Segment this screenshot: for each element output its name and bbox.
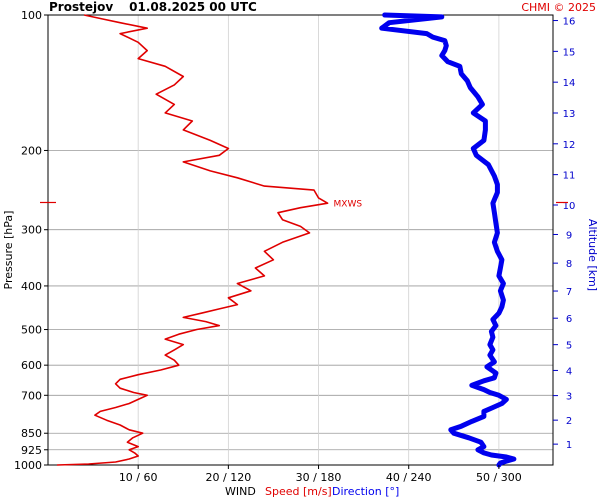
pressure-tick-label: 850 [21, 427, 42, 440]
pressure-tick-label: 700 [21, 389, 42, 402]
altitude-tick-label: 7 [566, 287, 572, 298]
x-tick-label: 50 / 300 [476, 471, 522, 484]
altitude-tick-label: 3 [566, 392, 572, 403]
pressure-tick-label: 600 [21, 359, 42, 372]
altitude-tick-label: 10 [563, 201, 576, 212]
altitude-tick-label: 5 [566, 341, 572, 352]
credit-text: CHMI © 2025 [521, 1, 596, 14]
altitude-tick-label: 13 [563, 109, 576, 120]
chart-title: Prostejov 01.08.2025 00 UTC [49, 0, 257, 14]
altitude-tick-label: 16 [563, 17, 576, 28]
speed-line [56, 14, 329, 466]
altitude-tick-label: 11 [563, 171, 576, 182]
title-station: Prostejov [49, 0, 113, 14]
pressure-tick-label: 300 [21, 224, 42, 237]
direction-line [379, 12, 517, 468]
x-tick-label: 20 / 120 [206, 471, 252, 484]
plot-border [47, 14, 554, 466]
altitude-tick-label: 9 [566, 230, 572, 241]
altitude-tick-label: 15 [563, 47, 576, 58]
altitude-tick-label: 2 [566, 416, 572, 427]
x-tick-label: 10 / 60 [119, 471, 158, 484]
x-label-wind: WIND [225, 485, 256, 498]
y2-axis-label: Altitude [km] [586, 219, 599, 291]
grid-lines [48, 15, 553, 465]
altitude-tick-label: 8 [566, 259, 572, 270]
mxws-label: MXWS [334, 199, 363, 209]
x-label-speed: Speed [m/s] [265, 485, 332, 498]
series-group [56, 12, 517, 468]
pressure-tick-label: 200 [21, 144, 42, 157]
pressure-tick-label: 400 [21, 280, 42, 293]
altitude-tick-label: 4 [566, 366, 572, 377]
pressure-tick-label: 100 [21, 9, 42, 22]
pressure-tick-label: 500 [21, 324, 42, 337]
altitude-tick-label: 6 [566, 314, 572, 325]
altitude-tick-label: 1 [566, 440, 572, 451]
y-axis-label: Pressure [hPa] [2, 211, 15, 290]
plot-frame [47, 14, 554, 466]
x-axis: 10 / 60 20 / 120 30 / 180 40 / 240 50 / 300 [119, 465, 522, 484]
altitude-tick-label: 12 [563, 140, 576, 151]
annotations: MXWS [40, 199, 568, 209]
pressure-tick-label: 1000 [14, 459, 42, 472]
x-tick-label: 40 / 240 [386, 471, 432, 484]
altitude-tick-label: 14 [563, 78, 576, 89]
x-tick-label: 30 / 180 [296, 471, 342, 484]
pressure-tick-label: 925 [21, 444, 42, 457]
title-datetime: 01.08.2025 00 UTC [129, 0, 257, 14]
pressure-axis: 100 200 300 400 500 600 700 850 925 1000 [14, 9, 48, 472]
x-label-direction: Direction [°] [332, 485, 399, 498]
